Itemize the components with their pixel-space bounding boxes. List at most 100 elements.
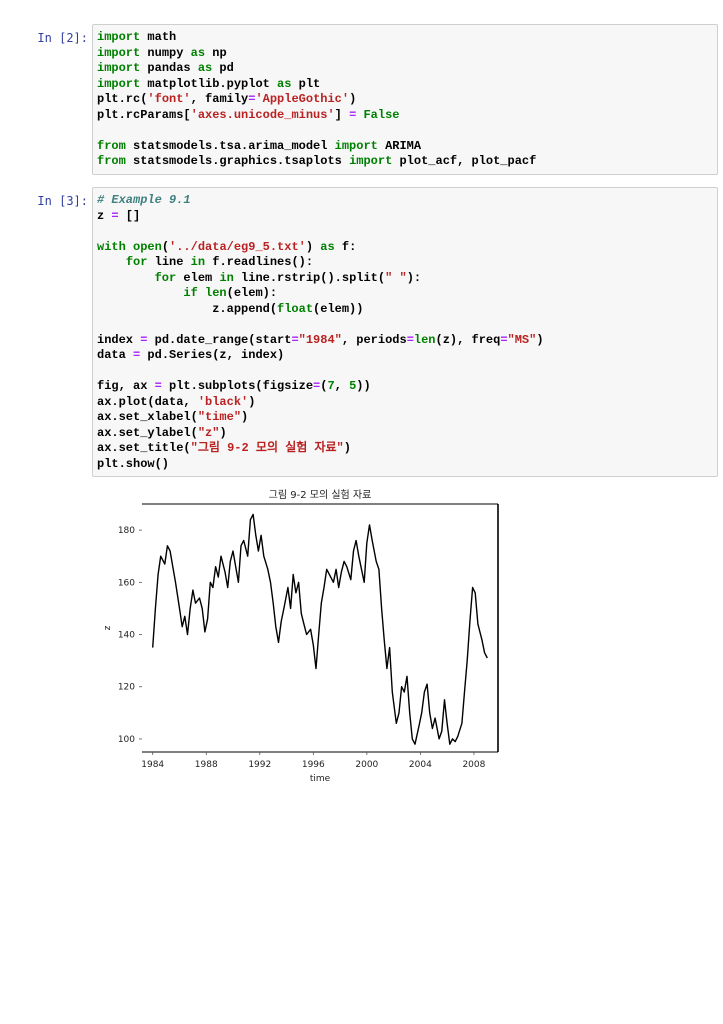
code-token: z	[97, 208, 112, 223]
code-token: "MS"	[507, 332, 537, 347]
code-token	[198, 286, 205, 300]
x-tick-label: 2004	[409, 760, 432, 770]
code-token: fig, ax	[97, 379, 155, 393]
code-token: line.rstrip().split(	[233, 270, 386, 285]
code-token: open	[133, 239, 162, 254]
series-line	[152, 513, 488, 745]
code-line: ax.set_ylabel("z")	[97, 426, 227, 440]
code-token: elem	[176, 270, 220, 285]
y-tick-label: 140	[118, 631, 135, 641]
y-axis-label: z	[103, 625, 113, 630]
code-token: line	[147, 255, 191, 269]
code-token: 5	[349, 379, 357, 393]
code-token: ax.set_title(	[97, 441, 191, 455]
code-line: for line in f.readlines():	[97, 255, 313, 269]
code-editor[interactable]: import math import numpy as np import pa…	[93, 25, 717, 175]
code-line: plt.rc('font', family='AppleGothic')	[97, 92, 356, 106]
x-tick-label: 2008	[462, 760, 485, 770]
code-token: 'axes.unicode_minus'	[190, 107, 335, 122]
code-token: ,	[334, 379, 350, 393]
code-token: as	[190, 45, 206, 60]
code-token: pandas	[140, 61, 198, 75]
code-token: )	[241, 410, 249, 424]
code-token	[97, 271, 155, 285]
code-line: ax.set_xlabel("time")	[97, 410, 248, 424]
code-token: len	[205, 286, 227, 300]
code-editor[interactable]: # Example 9.1 z = [] with open('../data/…	[93, 188, 717, 477]
code-token	[97, 286, 183, 300]
code-token: =	[140, 332, 148, 347]
code-token: )	[248, 394, 256, 409]
code-token: =	[406, 332, 414, 347]
code-token: math	[140, 30, 177, 44]
code-token: ARIMA	[377, 138, 422, 153]
code-token: False	[363, 107, 400, 122]
code-token: statsmodels.graphics.tsaplots	[125, 154, 350, 168]
chart-title: 그림 9-2 모의 실험 자료	[269, 489, 372, 501]
code-line: plt.show()	[97, 457, 169, 471]
code-line: z = []	[97, 209, 140, 223]
code-token: )	[305, 239, 321, 254]
code-token: # Example 9.1	[97, 193, 191, 207]
code-line: import numpy as np	[97, 46, 227, 60]
code-line: index = pd.date_range(start="1984", peri…	[97, 333, 544, 347]
code-token: =	[248, 92, 256, 106]
code-token: matplotlib.pyplot	[140, 76, 278, 91]
code-token: 'AppleGothic'	[255, 92, 350, 106]
code-token: , family	[190, 92, 249, 106]
code-token: =	[291, 332, 299, 347]
code-token: np	[205, 45, 227, 60]
code-cell-plot[interactable]: # Example 9.1 z = [] with open('../data/…	[92, 187, 718, 477]
code-token: with	[97, 239, 126, 254]
code-token: , periods	[341, 332, 407, 347]
x-tick-label: 1988	[195, 760, 218, 770]
y-tick-label: 160	[118, 578, 135, 588]
cell-prompt: In [3]:	[37, 194, 88, 208]
code-line: from statsmodels.graphics.tsaplots impor…	[97, 154, 536, 168]
code-token: (	[161, 239, 170, 254]
code-token: (z), freq	[435, 332, 501, 347]
code-token: )	[219, 425, 227, 440]
code-token: import	[97, 45, 141, 60]
y-tick-label: 120	[118, 683, 135, 693]
code-token: data	[97, 348, 134, 362]
y-tick-label: 100	[118, 735, 135, 745]
code-token: (elem):	[226, 286, 278, 300]
code-token: float	[277, 301, 314, 316]
code-token: in	[190, 255, 206, 269]
code-token: =	[154, 379, 162, 393]
code-token: for	[154, 270, 177, 285]
code-token: "그림 9-2 모의 실험 자료"	[190, 441, 344, 455]
code-token: import	[97, 61, 141, 75]
code-token: plt	[291, 76, 321, 91]
code-token: )	[349, 92, 357, 106]
code-token: as	[320, 239, 335, 254]
code-token: '../data/eg9_5.txt'	[169, 239, 306, 254]
code-token: import	[97, 30, 141, 44]
code-token: =	[500, 332, 508, 347]
code-token: ):	[406, 270, 422, 285]
code-token: (elem))	[313, 301, 364, 316]
code-token: index	[97, 332, 141, 347]
code-line: for elem in line.rstrip().split(" "):	[97, 271, 421, 285]
code-token: as	[277, 76, 292, 91]
code-line: data = pd.Series(z, index)	[97, 348, 284, 362]
code-token: =	[111, 208, 119, 223]
code-token: 7	[327, 379, 335, 393]
code-token	[126, 240, 133, 254]
x-tick-label: 2000	[355, 760, 378, 770]
code-line: ax.set_title("그림 9-2 모의 실험 자료")	[97, 441, 351, 455]
code-token: f:	[334, 239, 357, 254]
code-token: from	[97, 138, 126, 153]
code-token: plt.rc(	[97, 92, 148, 106]
code-token: pd.Series(z, index)	[140, 348, 285, 362]
code-line: import matplotlib.pyplot as plt	[97, 77, 320, 91]
code-cell-imports[interactable]: import math import numpy as np import pa…	[92, 24, 718, 175]
code-line: fig, ax = plt.subplots(figsize=(7, 5))	[97, 379, 371, 393]
code-token: []	[118, 208, 141, 223]
code-token: z.append(	[97, 301, 278, 316]
code-token: ax.set_xlabel(	[97, 410, 198, 424]
cell-prompt: In [2]:	[37, 31, 88, 45]
code-line: import pandas as pd	[97, 61, 234, 75]
code-token: " "	[385, 270, 407, 285]
